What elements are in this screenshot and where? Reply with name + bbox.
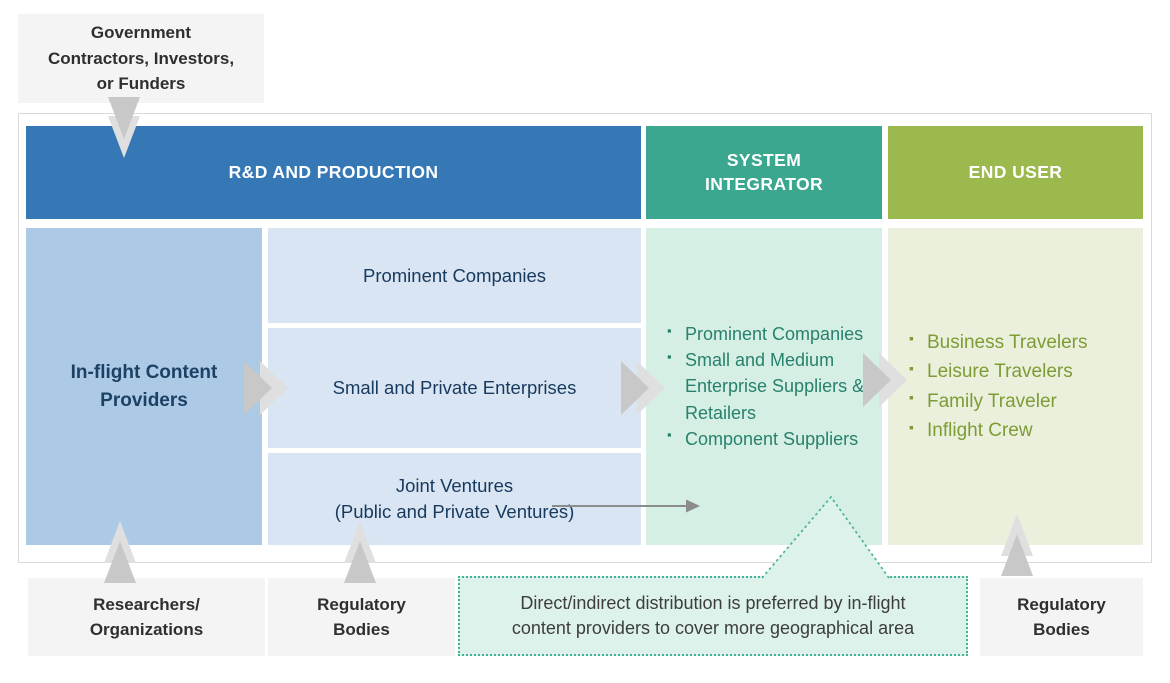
header-end-user: END USER [888,126,1143,219]
bullet-square-icon: ▪ [667,349,672,364]
government-contractors-box: Government Contractors, Investors, or Fu… [18,14,264,103]
end-user-box: ▪ Business Travelers ▪ Leisure Travelers… [888,228,1143,545]
arrow-down-icon [108,97,140,159]
list-item-label: Component Suppliers [685,428,859,449]
list-item-label: Family Traveler [927,390,1057,412]
list-item: ▪ Prominent Companies [667,321,875,347]
arrow-right-icon [621,361,665,415]
bullet-square-icon: ▪ [909,331,914,347]
list-item-label: Leisure Travelers [927,361,1073,383]
arrow-up-icon [104,521,136,583]
list-item-label: Inflight Crew [927,419,1033,441]
system-integrator-list: ▪ Prominent Companies ▪ Small and Medium… [646,321,875,451]
end-user-list: ▪ Business Travelers ▪ Leisure Travelers… [888,328,1141,446]
bullet-square-icon: ▪ [909,360,914,376]
list-item-label: Small and Medium Enterprise Suppliers & … [685,350,865,423]
prominent-companies-box: Prominent Companies [268,228,641,323]
bullet-square-icon: ▪ [909,419,914,435]
header-system-integrator: SYSTEM INTEGRATOR [646,126,882,219]
header-rd-and-production: R&D AND PRODUCTION [26,126,641,219]
list-item: ▪ Small and Medium Enterprise Suppliers … [667,347,875,425]
system-integrator-box: ▪ Prominent Companies ▪ Small and Medium… [646,228,882,545]
arrow-up-icon [344,521,376,583]
inflight-content-providers-box: In-flight Content Providers [26,228,262,545]
small-private-enterprises-box: Small and Private Enterprises [268,328,641,448]
bullet-square-icon: ▪ [909,390,914,406]
list-item: ▪ Leisure Travelers [909,357,1141,386]
list-item: ▪ Business Travelers [909,328,1141,357]
list-item: ▪ Family Traveler [909,387,1141,416]
arrow-up-icon [1001,514,1033,576]
arrow-right-icon [863,353,907,407]
bullet-square-icon: ▪ [667,322,672,338]
distribution-note-box: Direct/indirect distribution is preferre… [458,576,968,656]
regulatory-bodies-right-box: Regulatory Bodies [980,578,1143,656]
researchers-organizations-box: Researchers/ Organizations [28,578,265,656]
bullet-square-icon: ▪ [667,427,672,443]
list-item-label: Business Travelers [927,331,1088,353]
list-item: ▪ Component Suppliers [667,426,875,452]
list-item: ▪ Inflight Crew [909,416,1141,445]
joint-ventures-box: Joint Ventures (Public and Private Ventu… [268,453,641,545]
arrow-right-icon [244,361,288,415]
regulatory-bodies-left-box: Regulatory Bodies [268,578,455,656]
list-item-label: Prominent Companies [685,324,864,345]
